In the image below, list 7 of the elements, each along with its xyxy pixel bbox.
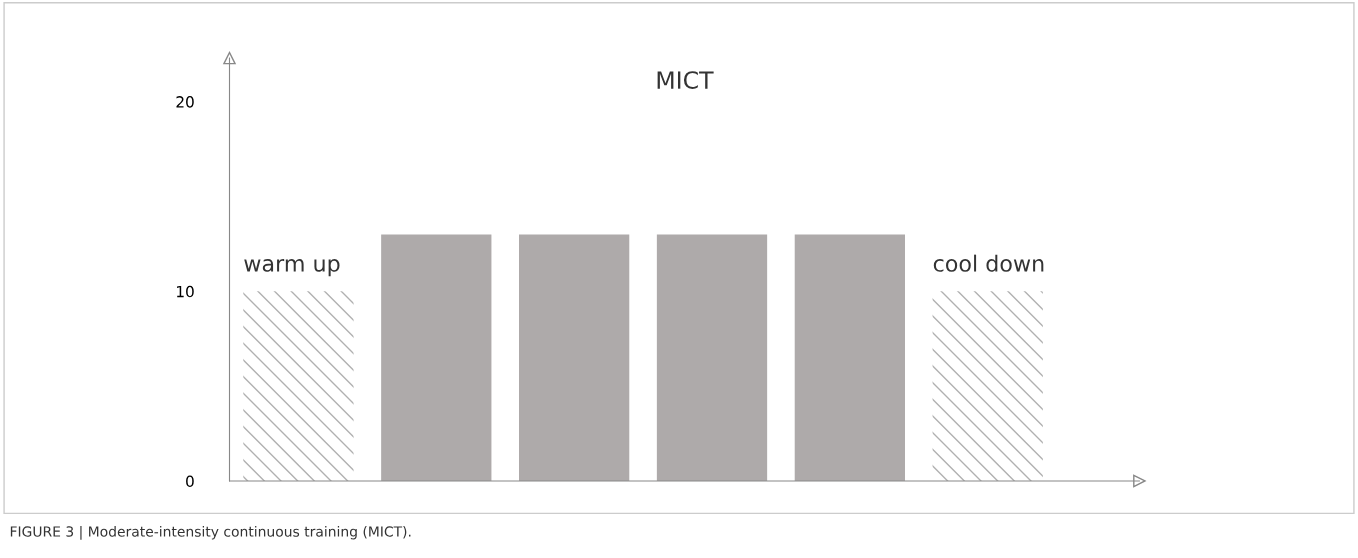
y-tick-label: 10 [177, 285, 194, 298]
y-tick-label: 20 [176, 96, 194, 108]
annotation: warm up [244, 259, 340, 277]
y-tick-label: 0 [186, 475, 194, 488]
chart-title: MICT [657, 71, 714, 89]
caption: FIGURE 3 | Moderate-intensity continuous training (MICT). [10, 525, 411, 540]
annotation: cool down [933, 254, 1044, 272]
